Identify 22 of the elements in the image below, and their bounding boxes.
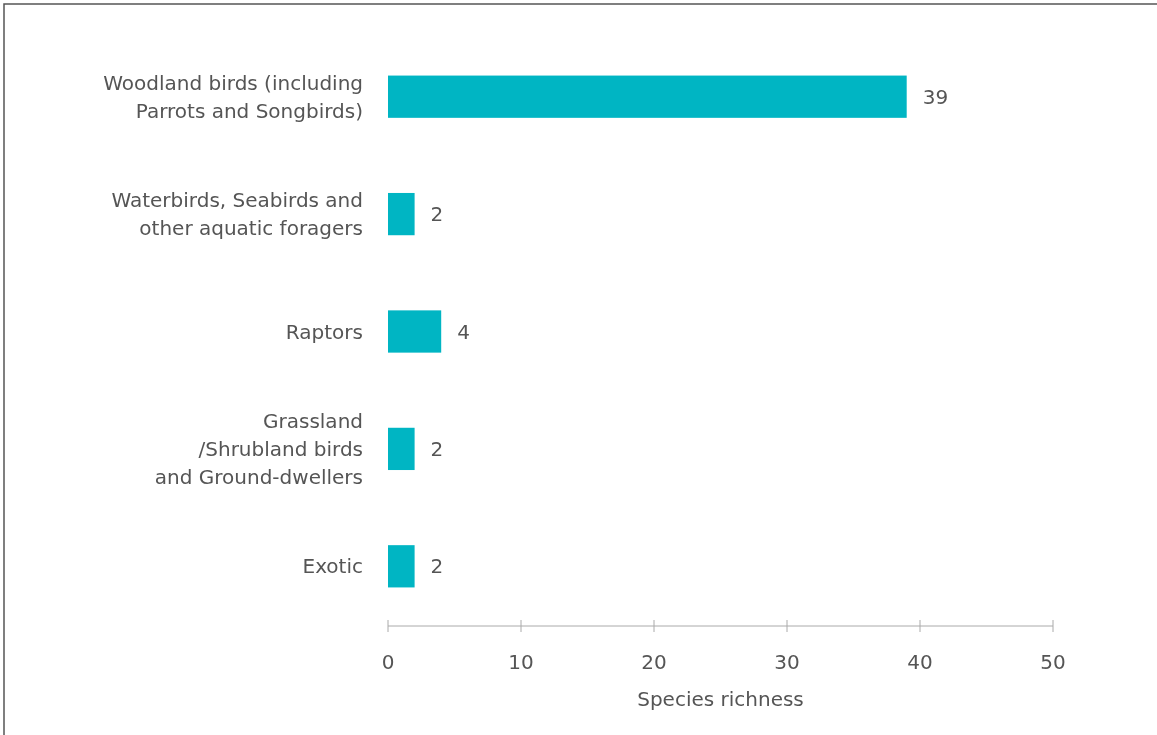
y-tick-label: Exotic: [302, 554, 363, 579]
x-tick-label: 40: [907, 650, 933, 674]
x-axis-title: Species richness: [637, 687, 804, 711]
data-label: 2: [430, 436, 444, 461]
bar: [388, 192, 415, 236]
y-tick-label: Grassland /Shrubland birds and Ground-dwellers: [154, 408, 363, 489]
y-tick-label: Waterbirds, Seabirds and other aquatic foragers: [111, 188, 363, 241]
data-label: 2: [430, 202, 444, 227]
x-tick-label: 30: [774, 650, 800, 674]
y-tick-label: Woodland birds (including Parrots and Songbirds): [103, 70, 363, 123]
x-tick-label: 20: [641, 650, 667, 674]
y-tick-label: Raptors: [285, 319, 363, 344]
data-label: 39: [922, 84, 949, 109]
x-tick-label: 10: [508, 650, 534, 674]
data-label: 4: [457, 319, 470, 344]
x-tick-label: 50: [1040, 650, 1066, 674]
bar: [388, 75, 907, 118]
bar: [388, 427, 415, 471]
data-label: 2: [430, 554, 444, 579]
bar: [388, 545, 415, 588]
bar: [388, 310, 442, 353]
x-tick-label: 0: [381, 650, 395, 674]
